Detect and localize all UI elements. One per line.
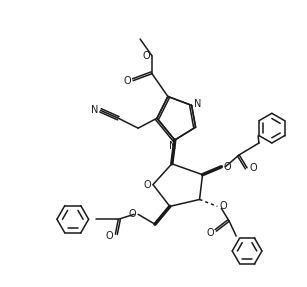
Text: O: O	[142, 51, 150, 61]
Text: O: O	[143, 180, 151, 190]
Text: O: O	[249, 163, 257, 173]
Text: N: N	[194, 99, 201, 109]
Text: O: O	[123, 75, 131, 86]
Text: O: O	[223, 162, 231, 172]
Text: N: N	[91, 105, 98, 115]
Text: O: O	[128, 209, 136, 219]
Text: N: N	[169, 141, 177, 151]
Text: O: O	[220, 201, 227, 212]
Text: O: O	[106, 231, 113, 241]
Text: O: O	[207, 228, 214, 238]
